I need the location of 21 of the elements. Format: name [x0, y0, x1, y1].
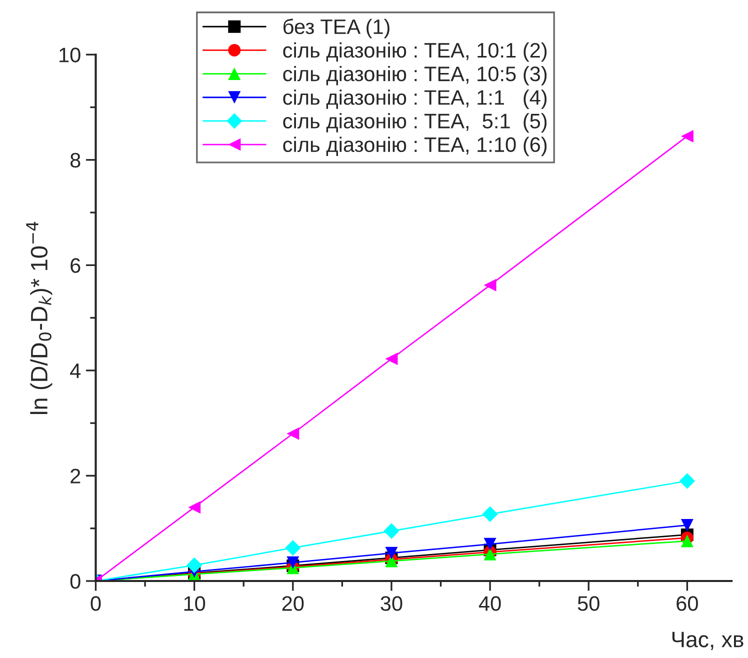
- y-axis-title: ln (D/D$_{0}$-D$_{k}$)* 10$^{−4}$: [26, 222, 52, 414]
- legend-label: сіль діазонію : TEA, 1:1 (4): [283, 90, 547, 109]
- y-tick-label: 4: [70, 364, 81, 378]
- legend-label: сіль діазонію : TEA, 10:5 (3): [283, 66, 547, 86]
- y-tick-label: 6: [70, 258, 80, 273]
- y-tick-label: 8: [70, 152, 80, 168]
- y-tick-label: 2: [70, 468, 80, 484]
- y-tick-label: 0: [70, 574, 80, 589]
- x-tick-label: 30: [380, 596, 402, 611]
- x-tick-label: 0: [90, 596, 101, 611]
- x-tick-label: 60: [676, 596, 698, 611]
- x-tick-label: 50: [578, 596, 600, 611]
- x-tick-label: 20: [282, 596, 304, 611]
- y-tick-label: 10: [60, 48, 80, 62]
- legend-label: сіль діазонію : TEA, 10:1 (2): [283, 42, 547, 62]
- x-axis-title: Час, хв: [672, 632, 744, 650]
- legend-label: сіль діазонію : TEA, 1:10 (6): [283, 136, 547, 156]
- legend-label: без TEA (1): [284, 18, 390, 38]
- x-tick-label: 10: [184, 596, 206, 611]
- legend-label: сіль діазонію : TEA, 5:1 (5): [283, 113, 547, 133]
- x-tick-label: 40: [478, 596, 501, 611]
